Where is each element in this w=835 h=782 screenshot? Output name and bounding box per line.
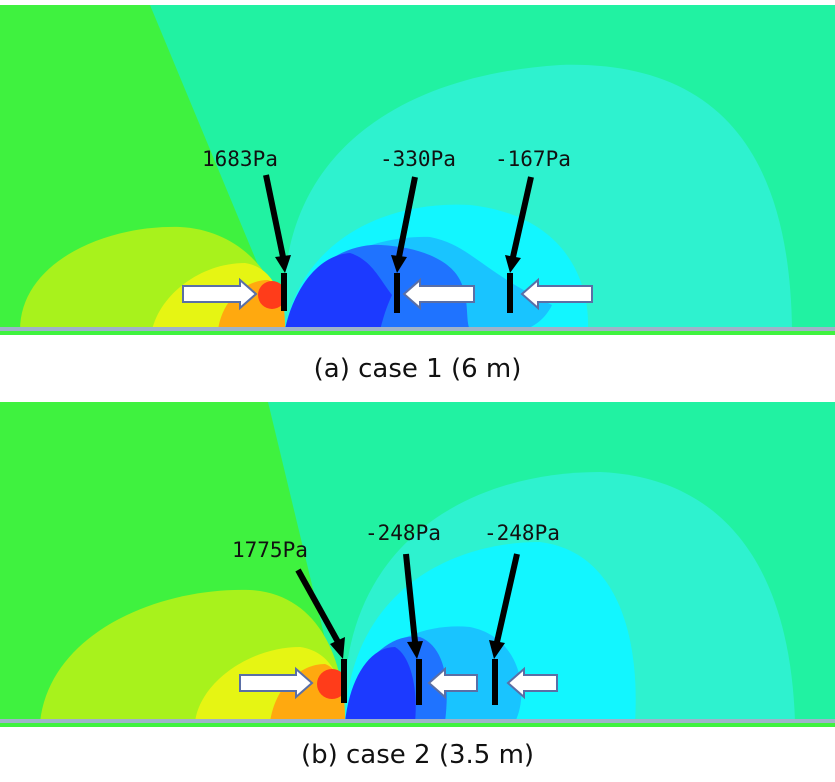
pressure-label-1: 1683Pa <box>202 147 278 171</box>
flow-arrow-left-icon-2 <box>520 277 593 311</box>
barrier-3 <box>492 659 498 705</box>
ground-line <box>0 719 835 723</box>
pointer-1 <box>295 568 341 644</box>
pressure-label-3: -248Pa <box>484 521 560 545</box>
pointer-3-head <box>489 640 505 659</box>
flow-arrow-right-icon <box>239 666 314 700</box>
ground-line <box>0 327 835 331</box>
pressure-contour-plot-b: 1775Pa -248Pa -248Pa <box>0 402 835 727</box>
flow-arrow-right-icon <box>182 277 258 311</box>
flow-arrow-left-icon-1 <box>402 277 475 311</box>
field-region-red <box>317 669 347 699</box>
field-region-red <box>258 281 286 309</box>
pointer-2-head <box>407 641 423 659</box>
flow-arrows <box>239 666 558 700</box>
pressure-label-2: -330Pa <box>380 147 456 171</box>
caption-b: (b) case 2 (3.5 m) <box>300 740 535 770</box>
flow-arrow-left-icon-1 <box>427 666 478 700</box>
pointer-arrows <box>295 553 520 659</box>
barrier-3 <box>507 273 513 313</box>
flow-arrows <box>182 277 593 311</box>
pressure-label-3: -167Pa <box>495 147 571 171</box>
pressure-contour-plot-a: 1683Pa -330Pa -167Pa <box>0 5 835 335</box>
pointer-2-head <box>391 255 407 273</box>
pointer-arrows <box>263 174 534 273</box>
pointer-2 <box>403 553 418 643</box>
contour-panel-a: 1683Pa -330Pa -167Pa <box>0 5 835 335</box>
pointer-3 <box>510 176 534 258</box>
barrier-1 <box>281 273 287 311</box>
field-region-blue <box>285 253 392 330</box>
pressure-label-2: -248Pa <box>365 521 441 545</box>
pointer-3-head <box>505 255 521 273</box>
field-region-blue <box>345 647 416 722</box>
barrier-2 <box>416 659 422 705</box>
caption-a: (a) case 1 (6 m) <box>313 354 522 384</box>
pressure-label-1: 1775Pa <box>232 538 308 562</box>
pointer-2 <box>396 176 418 258</box>
pointer-1-head <box>330 637 345 659</box>
barrier-2 <box>394 273 400 313</box>
contour-panel-b: 1775Pa -248Pa -248Pa <box>0 402 835 727</box>
barrier-1 <box>341 659 347 703</box>
pointer-1 <box>263 174 286 258</box>
pointer-3 <box>494 553 520 643</box>
pointer-1-head <box>275 255 291 273</box>
flow-arrow-left-icon-2 <box>506 666 558 700</box>
